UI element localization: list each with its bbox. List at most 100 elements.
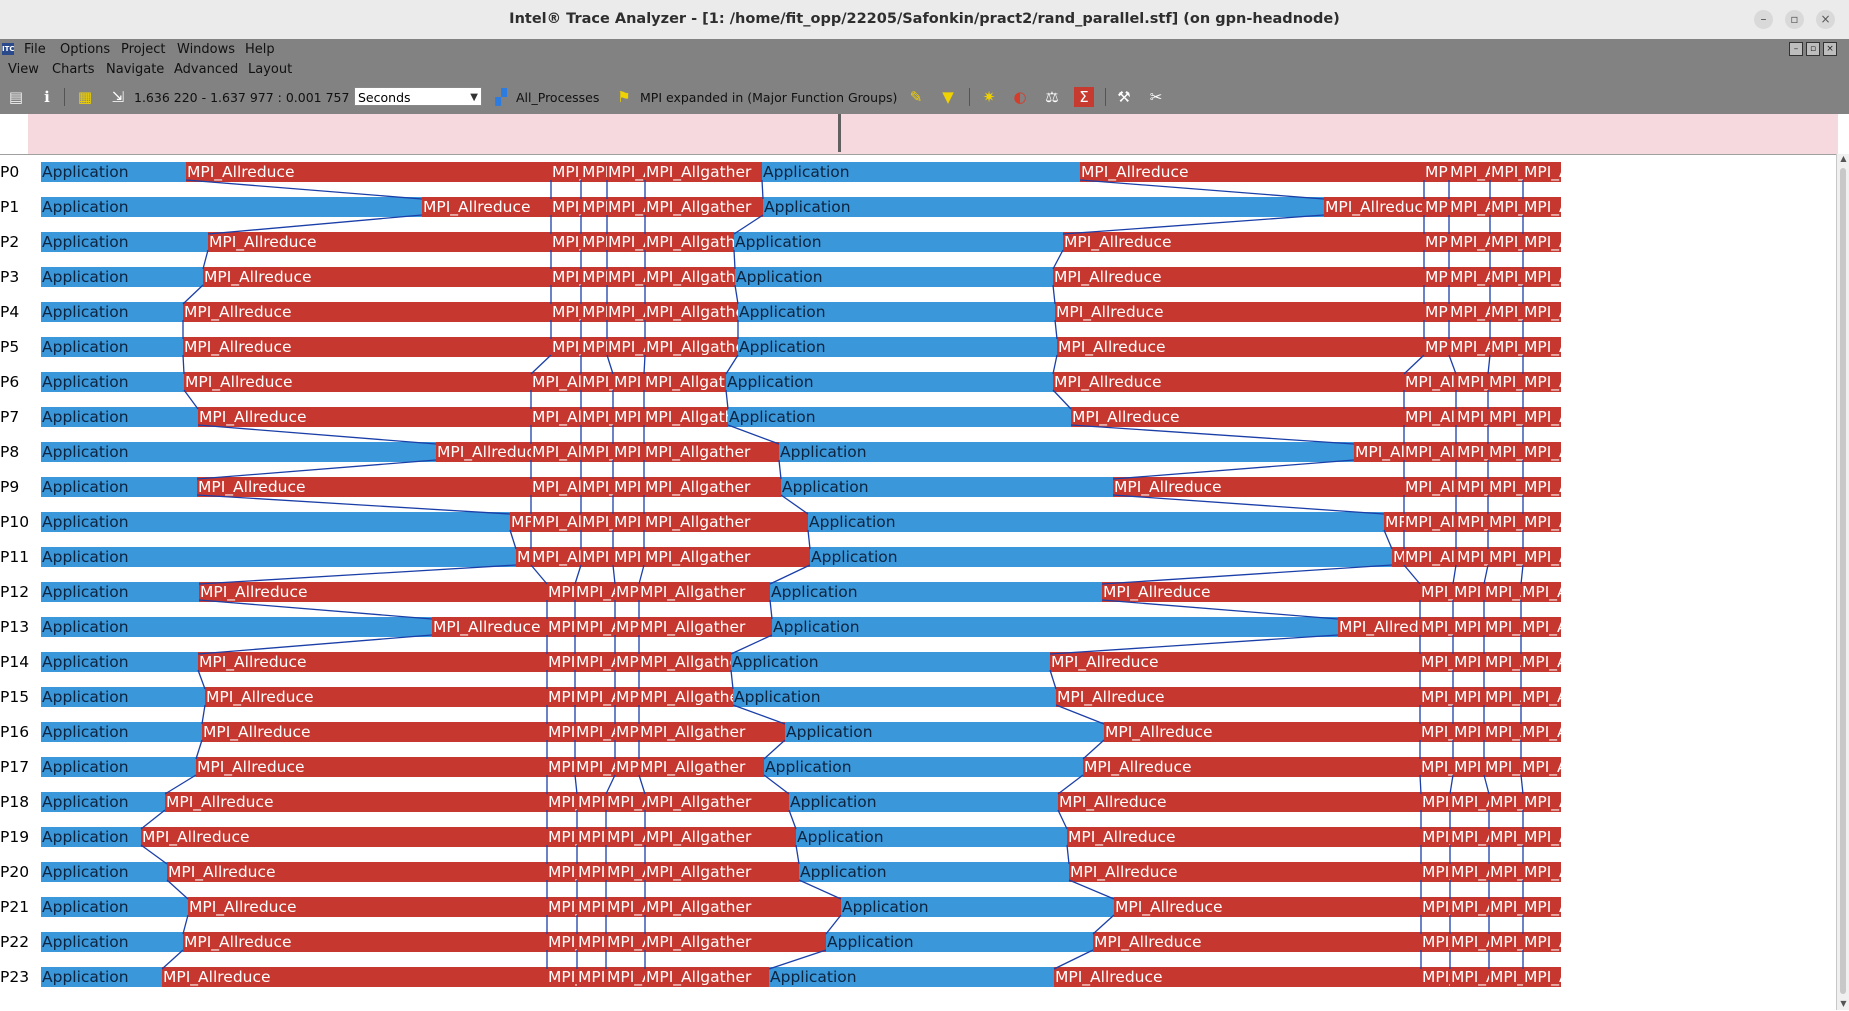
mpi-segment[interactable] — [531, 547, 581, 567]
mpi-segment[interactable] — [1420, 582, 1453, 602]
mpi-segment[interactable] — [1488, 512, 1523, 532]
mpi-segment[interactable] — [645, 792, 789, 812]
mpi-segment[interactable] — [1490, 197, 1523, 217]
mpi-segment[interactable] — [1083, 757, 1420, 777]
application-segment[interactable] — [41, 967, 162, 987]
process-row[interactable]: P14 Application MPI_Allreduce MPI MPI_AMPIMP… — [0, 652, 1572, 672]
mpi-segment[interactable] — [581, 232, 607, 252]
mpi-segment[interactable] — [615, 757, 639, 777]
mpi-segment[interactable] — [1521, 687, 1561, 707]
menu-windows[interactable]: Windows — [177, 42, 236, 57]
mpi-segment[interactable] — [1057, 337, 1424, 357]
application-segment[interactable] — [41, 197, 422, 217]
mpi-segment[interactable] — [577, 932, 606, 952]
mpi-segment[interactable] — [551, 232, 581, 252]
mpi-segment[interactable] — [1404, 512, 1456, 532]
mpi-segment[interactable] — [1421, 967, 1450, 987]
mpi-segment[interactable] — [1488, 372, 1523, 392]
mpi-segment[interactable] — [644, 442, 779, 462]
mpi-segment[interactable] — [547, 897, 577, 917]
process-row[interactable]: P22 Application MPI_Allreduce MPI_MPI MPI_AM… — [0, 932, 1574, 952]
mpi-segment[interactable] — [1484, 582, 1521, 602]
mpi-segment[interactable] — [1104, 722, 1420, 742]
mpi-segment[interactable] — [1489, 792, 1523, 812]
mpi-segment[interactable] — [1456, 512, 1488, 532]
mpi-segment[interactable] — [183, 302, 551, 322]
mpi-segment[interactable] — [639, 722, 785, 742]
mpi-segment[interactable] — [645, 827, 796, 847]
application-segment[interactable] — [41, 722, 202, 742]
mpi-segment[interactable] — [1489, 862, 1523, 882]
mpi-segment[interactable] — [645, 897, 841, 917]
mpi-segment[interactable] — [607, 337, 645, 357]
mpi-segment[interactable] — [162, 967, 547, 987]
application-segment[interactable] — [41, 477, 197, 497]
mpi-segment[interactable] — [188, 897, 547, 917]
mpi-segment[interactable] — [575, 617, 615, 637]
mpi-segment[interactable] — [607, 302, 645, 322]
sum-icon[interactable]: Σ — [1074, 87, 1094, 107]
mpi-segment[interactable] — [1113, 477, 1404, 497]
mpi-segment[interactable] — [547, 617, 575, 637]
mpi-segment[interactable] — [615, 652, 639, 672]
mpi-segment[interactable] — [531, 477, 581, 497]
application-segment[interactable] — [810, 547, 1392, 567]
zoom-to-range-icon[interactable]: ▦ — [77, 88, 93, 106]
process-row[interactable]: P12 Application MPI_Allreduce MPI MPI_AMPIMP… — [0, 582, 1572, 602]
mpi-segment[interactable] — [1521, 652, 1561, 672]
menu-view[interactable]: View — [8, 62, 39, 77]
mpi-segment[interactable] — [1404, 477, 1456, 497]
child-minimize-button[interactable]: – — [1789, 42, 1803, 56]
mpi-segment[interactable] — [196, 757, 547, 777]
mpi-segment[interactable] — [1456, 372, 1488, 392]
mpi-segment[interactable] — [1420, 617, 1453, 637]
application-segment[interactable] — [41, 547, 516, 567]
mpi-segment[interactable] — [645, 302, 738, 322]
mpi-segment[interactable] — [547, 932, 577, 952]
mpi-segment[interactable] — [1424, 337, 1449, 357]
mpi-segment[interactable] — [1523, 862, 1561, 882]
mpi-segment[interactable] — [1489, 967, 1523, 987]
mpi-segment[interactable] — [1484, 617, 1521, 637]
mpi-segment[interactable] — [1489, 827, 1523, 847]
mpi-segment[interactable] — [1450, 967, 1489, 987]
mpi-segment[interactable] — [1450, 932, 1489, 952]
mpi-segment[interactable] — [547, 687, 575, 707]
mpi-segment[interactable] — [615, 617, 639, 637]
mpi-segment[interactable] — [1424, 267, 1449, 287]
mpi-segment[interactable] — [1456, 477, 1488, 497]
mpi-segment[interactable] — [581, 547, 613, 567]
mpi-segment[interactable] — [531, 407, 581, 427]
mpi-segment[interactable] — [1063, 232, 1424, 252]
mpi-segment[interactable] — [1490, 267, 1523, 287]
time-unit-select[interactable]: Seconds ▼ — [354, 87, 482, 106]
application-segment[interactable] — [41, 162, 186, 182]
mpi-segment[interactable] — [183, 932, 547, 952]
mpi-segment[interactable] — [606, 827, 645, 847]
application-segment[interactable] — [41, 442, 436, 462]
application-segment[interactable] — [841, 897, 1114, 917]
mpi-segment[interactable] — [1449, 267, 1490, 287]
mpi-segment[interactable] — [639, 617, 772, 637]
timeline-ruler[interactable] — [28, 114, 1838, 154]
mpi-segment[interactable] — [1523, 162, 1561, 182]
process-row[interactable]: P21 Application MPI_Allreduce MPI_MPI MPI_AM… — [0, 897, 1574, 917]
mpi-segment[interactable] — [1490, 232, 1523, 252]
application-segment[interactable] — [796, 827, 1067, 847]
mpi-segment[interactable] — [208, 232, 551, 252]
star-icon[interactable]: ✷ — [982, 88, 996, 106]
mpi-segment[interactable] — [1338, 617, 1420, 637]
application-segment[interactable] — [726, 372, 1053, 392]
mpi-segment[interactable] — [1424, 302, 1449, 322]
mpi-segment[interactable] — [645, 967, 769, 987]
mpi-segment[interactable] — [581, 512, 613, 532]
mpi-segment[interactable] — [607, 197, 645, 217]
event-timeline-chart[interactable]: P0 Application MPI_Allreduce MPI_ MPI MPI_A MP… — [0, 154, 1849, 1011]
mpi-segment[interactable] — [1324, 197, 1424, 217]
info-icon[interactable]: ℹ — [44, 88, 50, 106]
scroll-up-arrow-icon[interactable]: ▲ — [1840, 154, 1847, 163]
mpi-segment[interactable] — [1456, 407, 1488, 427]
mpi-segment[interactable] — [1055, 302, 1424, 322]
application-segment[interactable] — [762, 162, 1080, 182]
